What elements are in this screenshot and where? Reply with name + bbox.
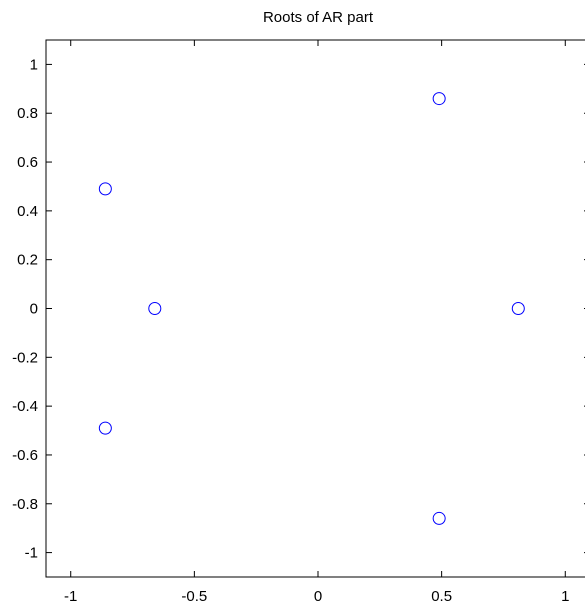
y-tick-label: -0.6 [12, 447, 38, 464]
y-tick-label: -0.4 [12, 398, 38, 415]
chart-title: Roots of AR part [263, 9, 374, 26]
data-point [511, 302, 525, 315]
y-tick-label: 0.2 [17, 252, 38, 269]
y-tick-label: 1 [30, 56, 38, 73]
y-tick-label: 0.4 [17, 203, 38, 220]
x-tick-label: 0.5 [431, 588, 452, 605]
y-tick-label: -1 [25, 545, 38, 562]
data-point [98, 421, 112, 435]
y-tick-label: -0.2 [12, 349, 38, 366]
data-point [98, 182, 112, 196]
plot-area [45, 39, 585, 578]
y-tick-label: -0.8 [12, 496, 38, 513]
y-tick-label: 0.6 [17, 154, 38, 171]
x-tick-label: -1 [64, 588, 77, 605]
x-axis: -1 -0.5 0 0.5 1 [64, 40, 569, 605]
y-tick-label: 0.8 [17, 105, 38, 122]
data-point [148, 302, 162, 315]
data-points [98, 92, 525, 525]
x-tick-label: 1 [561, 588, 569, 605]
data-point [432, 92, 446, 106]
x-tick-label: 0 [314, 588, 322, 605]
x-tick-label: -0.5 [181, 588, 207, 605]
y-axis: 1 0.8 0.6 0.4 0.2 0 -0.2 -0.4 -0.6 -0.8 -1 [12, 56, 585, 562]
data-point [432, 511, 446, 525]
y-tick-label: 0 [30, 301, 38, 318]
